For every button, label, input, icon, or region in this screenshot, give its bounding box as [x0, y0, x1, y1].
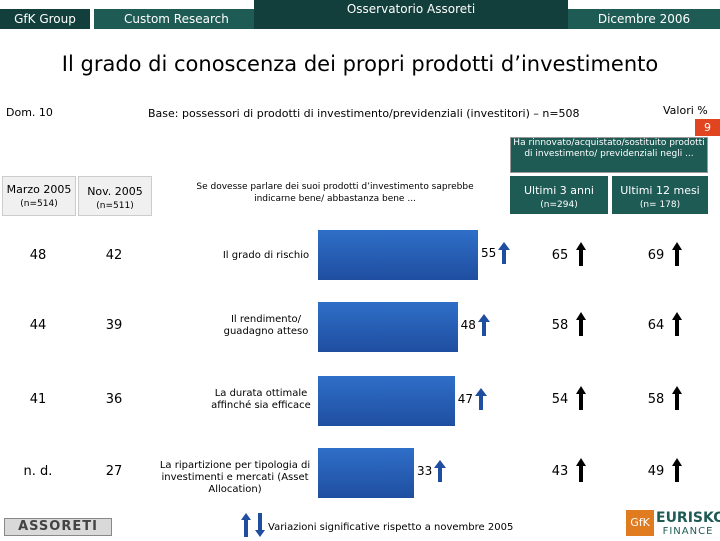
- nov-value: 27: [105, 464, 123, 479]
- ult12-n: (n= 178): [639, 200, 681, 210]
- date-label: Dicembre 2006: [568, 9, 720, 29]
- marzo-value: 41: [29, 392, 47, 407]
- legend-text: Variazioni significative rispetto a nove…: [268, 522, 514, 533]
- ult3-value: 58: [551, 318, 569, 333]
- marzo-n: (n=514): [20, 199, 58, 209]
- ult12-label: Ultimi 12 mesi: [620, 184, 700, 197]
- ult12-value: 64: [647, 318, 665, 333]
- nov-label: Nov. 2005: [87, 185, 143, 198]
- gfk-logo: GfK: [626, 510, 654, 536]
- table-row: 41 36 54 58: [0, 376, 720, 436]
- table-row: n. d. 27 43 49: [0, 448, 720, 508]
- nov-header: Nov. 2005 (n=511): [78, 176, 152, 216]
- finance-label: FINANCE: [662, 526, 714, 537]
- ult12-header: Ultimi 12 mesi (n= 178): [612, 176, 708, 214]
- nov-value: 39: [105, 318, 123, 333]
- marzo-value: 44: [29, 318, 47, 333]
- table-row: 44 39 58 64: [0, 302, 720, 362]
- marzo-value: n. d.: [23, 464, 53, 479]
- ult3-n: (n=294): [540, 200, 578, 210]
- division-label: Custom Research: [94, 9, 254, 29]
- ult12-value: 58: [647, 392, 665, 407]
- renewal-header: Ha rinnovato/acquistato/sostituito prodo…: [510, 137, 708, 173]
- values-label: Valori %: [663, 104, 708, 117]
- company-label: GfK Group: [0, 9, 90, 29]
- ult12-value: 69: [647, 248, 665, 263]
- project-label: Osservatorio Assoreti: [254, 0, 568, 29]
- ult12-value: 49: [647, 464, 665, 479]
- ult3-value: 65: [551, 248, 569, 263]
- marzo-header: Marzo 2005 (n=514): [2, 176, 76, 216]
- ult3-value: 43: [551, 464, 569, 479]
- marzo-value: 48: [29, 248, 47, 263]
- question-text: Se dovesse parlare dei suoi prodotti d’i…: [196, 182, 474, 204]
- ult3-label: Ultimi 3 anni: [524, 184, 594, 197]
- page-number: 9: [695, 119, 720, 136]
- question-number: Dom. 10: [6, 106, 53, 119]
- assoreti-logo: ASSORETI: [4, 518, 112, 536]
- table-row: 48 42 65 69: [0, 232, 720, 292]
- base-text: Base: possessori di prodotti di investim…: [148, 107, 580, 120]
- nov-n: (n=511): [96, 201, 134, 211]
- legend-arrows-icon: [240, 513, 270, 537]
- nov-value: 42: [105, 248, 123, 263]
- ult3-header: Ultimi 3 anni (n=294): [510, 176, 608, 214]
- page-title: Il grado di conoscenza dei propri prodot…: [61, 52, 659, 76]
- eurisko-label: EURISKO: [656, 510, 720, 526]
- ult3-value: 54: [551, 392, 569, 407]
- nov-value: 36: [105, 392, 123, 407]
- eurisko-logo: EURISKO FINANCE: [656, 510, 720, 540]
- top-bar: GfK Group Custom Research Osservatorio A…: [0, 0, 720, 30]
- marzo-label: Marzo 2005: [6, 183, 72, 196]
